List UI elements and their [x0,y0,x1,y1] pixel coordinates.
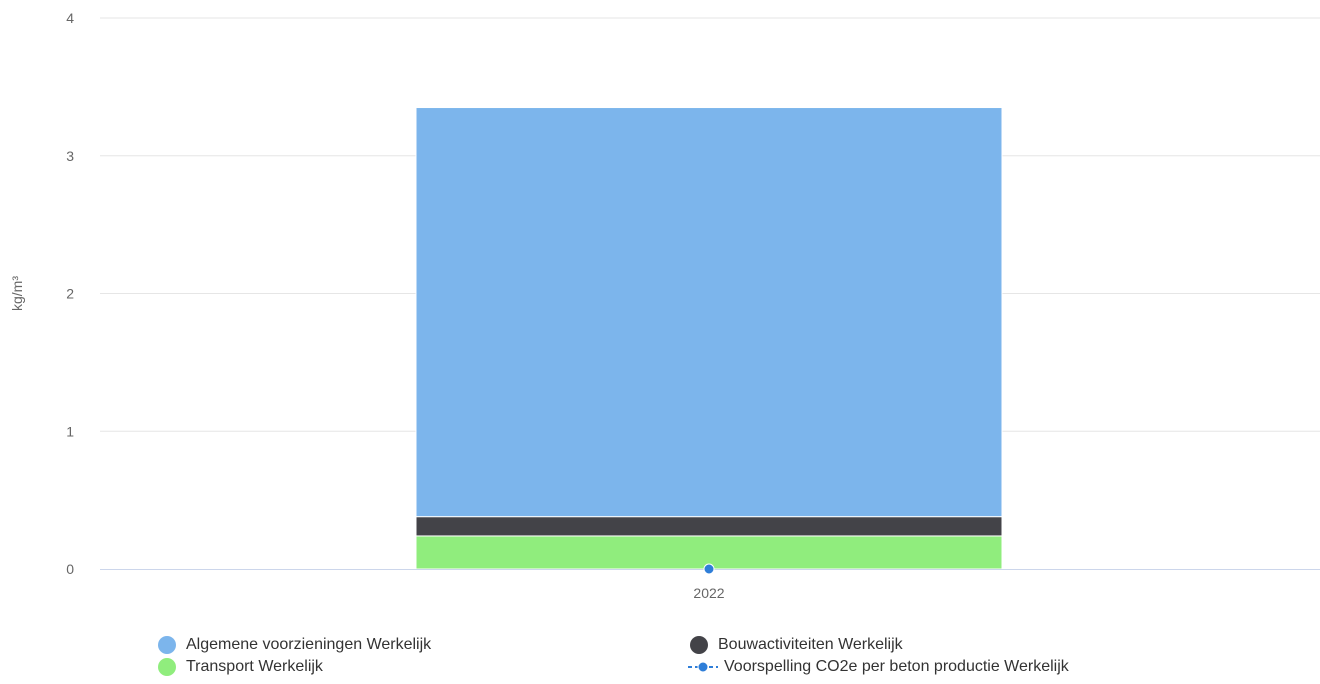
legend-item-bouw[interactable]: Bouwactiviteiten Werkelijk [690,634,903,656]
bar-segment [415,107,1003,518]
y-tick-label: 0 [66,561,74,577]
y-tick-label: 1 [66,423,74,439]
y-tick-label: 2 [66,286,74,302]
legend-item-voorspelling[interactable]: Voorspelling CO2e per beton productie We… [688,656,1069,678]
line-series [703,563,715,575]
legend-bouw-dot-icon [690,636,708,654]
y-axis-title: kg/m³ [9,276,25,311]
y-tick-label: 3 [66,148,74,164]
bar-segment [415,535,1003,570]
legend-label: Transport Werkelijk [186,658,323,675]
legend-item-transport[interactable]: Transport Werkelijk [158,656,323,678]
chart-plot-area: 0 1 2 3 4 kg/m³ 2022 [9,10,1320,601]
y-axis-ticks: 0 1 2 3 4 [66,10,74,577]
legend-item-algemene[interactable]: Algemene voorzieningen Werkelijk [158,634,431,656]
bar-series [415,107,1003,570]
legend-label: Algemene voorzieningen Werkelijk [186,636,432,653]
legend-algemene-dot-icon [158,636,176,654]
legend-label: Voorspelling CO2e per beton productie We… [724,658,1069,675]
x-tick-label: 2022 [693,585,724,601]
legend-voorspelling-line-dot-icon [688,661,718,673]
y-tick-label: 4 [66,10,74,26]
line-point [703,563,715,575]
bar-segment [415,516,1003,537]
legend: Algemene voorzieningen Werkelijk Bouwact… [158,634,1278,680]
legend-transport-dot-icon [158,658,176,676]
legend-label: Bouwactiviteiten Werkelijk [718,636,903,653]
